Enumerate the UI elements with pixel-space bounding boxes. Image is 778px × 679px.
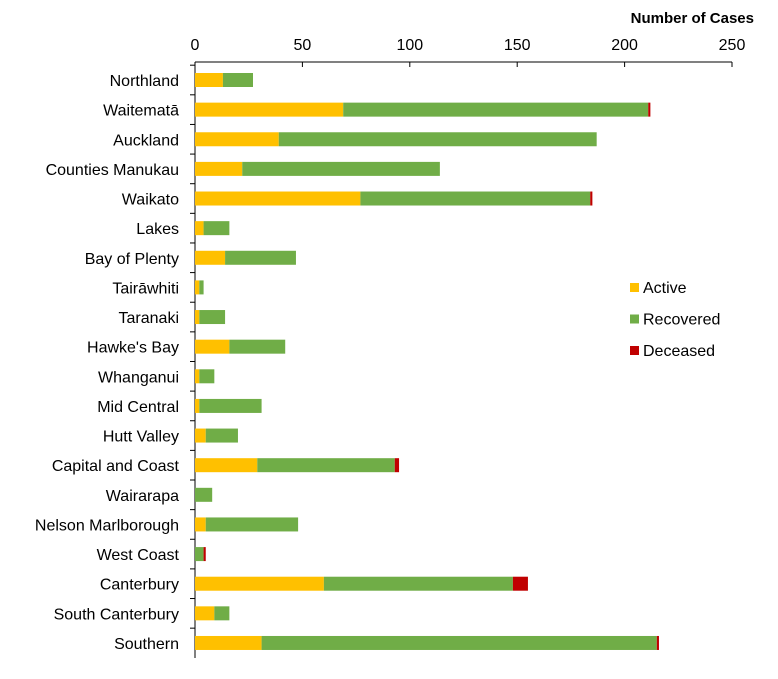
bar-recovered <box>229 339 286 354</box>
bar-deceased <box>203 547 206 562</box>
bar-active <box>195 428 206 443</box>
category-label: Taranaki <box>119 310 179 327</box>
category-label: Nelson Marlborough <box>35 517 179 534</box>
category-label: West Coast <box>97 547 180 564</box>
bar-recovered <box>195 547 204 562</box>
legend-label: Active <box>643 280 687 297</box>
bar-recovered <box>199 280 204 295</box>
bar-recovered <box>278 132 597 147</box>
bar-deceased <box>512 576 528 591</box>
legend: Active Recovered Deceased <box>630 280 720 360</box>
bar-recovered <box>199 369 215 384</box>
category-label: Mid Central <box>97 399 179 416</box>
bar-active <box>195 221 204 236</box>
bar-recovered <box>195 487 213 502</box>
category-label: Wairarapa <box>106 488 179 505</box>
category-label: Bay of Plenty <box>85 251 179 268</box>
category-label: Waitematā <box>103 103 179 120</box>
plot-area: 0 50 100 150 200 250 Northland Waitematā Aucklan… <box>35 37 746 658</box>
category-label: Capital and Coast <box>52 458 180 475</box>
bar-active <box>195 102 344 117</box>
bar-recovered <box>199 398 262 413</box>
bar-active <box>195 250 226 265</box>
legend-label: Deceased <box>643 343 715 360</box>
bar-recovered <box>222 73 253 87</box>
category-label: Hutt Valley <box>103 429 179 446</box>
legend-swatch <box>630 314 639 324</box>
bar-active <box>195 517 206 532</box>
category-label: Whanganui <box>98 369 179 386</box>
bar-deceased <box>590 191 593 206</box>
x-tick-label: 100 <box>396 37 423 54</box>
category-label: Waikato <box>122 192 179 209</box>
bar-recovered <box>199 310 226 325</box>
bar-recovered <box>257 458 395 473</box>
bar-recovered <box>203 221 230 236</box>
bar-active <box>195 132 279 147</box>
category-label: South Canterbury <box>54 606 179 623</box>
category-label: Southern <box>114 636 179 653</box>
bar-recovered <box>261 635 657 650</box>
bar-recovered <box>360 191 591 206</box>
bar-recovered <box>323 576 513 591</box>
bar-active <box>195 310 200 325</box>
bar-active <box>195 280 200 295</box>
bar-active <box>195 191 361 206</box>
bar-deceased <box>394 458 400 473</box>
bar-active <box>195 339 230 354</box>
bar-deceased <box>648 102 651 117</box>
category-label: Counties Manukau <box>46 162 179 179</box>
bar-active <box>195 369 200 384</box>
category-label: Auckland <box>113 132 179 149</box>
bar-active <box>195 161 243 176</box>
legend-swatch <box>630 346 639 355</box>
bar-recovered <box>242 161 440 176</box>
x-tick-label: 200 <box>611 37 638 54</box>
category-label: Northland <box>110 73 179 90</box>
bar-active <box>195 458 258 473</box>
bar-recovered <box>214 606 230 621</box>
bar-recovered <box>225 250 296 265</box>
category-label: Canterbury <box>100 577 179 594</box>
category-label: Lakes <box>136 221 179 238</box>
bar-active <box>195 635 262 650</box>
x-tick-label: 250 <box>719 37 746 54</box>
bar-active <box>195 398 200 413</box>
bar-deceased <box>656 635 659 650</box>
x-axis-title: Number of Cases <box>631 10 754 27</box>
x-tick-label: 50 <box>294 37 312 54</box>
x-tick-label: 0 <box>191 37 200 54</box>
bar-active <box>195 73 223 87</box>
category-label: Hawke's Bay <box>87 340 179 357</box>
legend-label: Recovered <box>643 312 720 329</box>
category-label: Tairāwhiti <box>112 280 179 297</box>
x-tick-label: 150 <box>504 37 531 54</box>
bar-active <box>195 576 324 591</box>
bar-recovered <box>343 102 649 117</box>
bar-active <box>195 606 215 621</box>
bar-recovered <box>205 428 238 443</box>
legend-swatch <box>630 283 639 292</box>
bar-recovered <box>205 517 299 532</box>
